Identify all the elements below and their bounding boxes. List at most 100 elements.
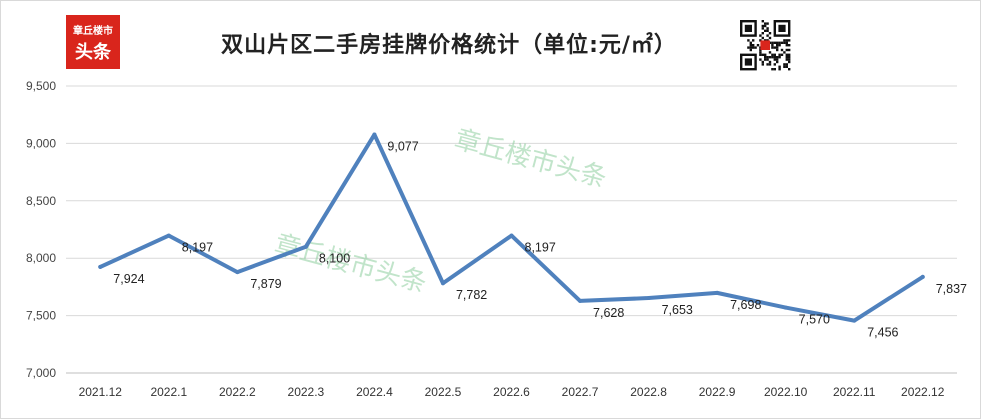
logo-line1: 章丘楼市 [73, 24, 113, 37]
qr-module [761, 32, 764, 35]
qr-module [788, 60, 791, 64]
qr-module [776, 41, 779, 44]
qr-module [780, 48, 784, 52]
qr-finder-core [778, 24, 786, 32]
qr-module [768, 63, 772, 66]
qr-module [776, 58, 779, 61]
qr-module [761, 53, 764, 56]
qr-module [773, 68, 776, 71]
qr-module [785, 53, 788, 56]
x-tick-label: 2022.9 [699, 385, 736, 399]
qr-module [785, 44, 788, 47]
logo-background [66, 15, 120, 69]
qr-module [785, 48, 788, 52]
qr-module [785, 41, 788, 44]
qr-module [783, 63, 786, 66]
qr-module [785, 63, 788, 66]
qr-module [780, 53, 784, 56]
data-label: 8,197 [525, 241, 556, 255]
qr-module [773, 63, 776, 66]
data-label: 7,698 [730, 298, 761, 312]
x-tick-label: 2022.5 [425, 385, 462, 399]
qr-module [776, 56, 779, 59]
y-tick-label: 9,000 [26, 136, 56, 150]
qr-module [768, 36, 772, 40]
data-point [372, 132, 377, 137]
y-tick-label: 7,500 [26, 309, 56, 323]
qr-module [764, 24, 767, 28]
qr-module [766, 63, 769, 66]
qr-module [788, 58, 791, 61]
qr-module [773, 41, 776, 44]
data-label: 8,100 [319, 252, 350, 266]
qr-module [747, 46, 750, 49]
qr-module [773, 58, 776, 61]
chart-title: 双山片区二手房挂牌价格统计（单位:元/㎡） [221, 32, 677, 58]
qr-module [768, 60, 772, 64]
qr-module [771, 46, 774, 49]
data-label: 7,924 [113, 272, 144, 286]
x-tick-label: 2022.12 [901, 385, 945, 399]
x-tick-label: 2022.11 [833, 385, 876, 399]
data-point [715, 290, 720, 295]
x-tick-label: 2022.4 [356, 385, 393, 399]
qr-module [766, 29, 769, 32]
qr-module [783, 51, 786, 54]
data-label: 7,653 [662, 303, 693, 317]
qr-module [761, 63, 764, 66]
qr-module [766, 56, 769, 59]
data-label: 9,077 [387, 140, 418, 154]
qr-module [776, 46, 779, 49]
qr-module [778, 56, 781, 59]
data-label: 8,197 [182, 241, 213, 255]
data-point [303, 244, 308, 249]
qr-module [773, 53, 776, 56]
data-point [98, 264, 103, 269]
qr-center-logo [760, 40, 770, 50]
qr-module [785, 58, 788, 61]
qr-module [768, 32, 772, 35]
y-tick-label: 7,000 [26, 366, 56, 380]
x-tick-label: 2022.7 [562, 385, 599, 399]
qr-module [788, 68, 791, 71]
qr-module [759, 58, 762, 61]
x-tick-label: 2022.3 [288, 385, 325, 399]
qr-module [785, 39, 788, 42]
y-tick-label: 8,000 [26, 251, 56, 265]
qr-module [788, 56, 791, 59]
qr-module [749, 41, 752, 44]
qr-module [764, 58, 767, 61]
qr-module [764, 53, 767, 56]
data-point [509, 233, 514, 238]
qr-module [759, 34, 762, 37]
qr-module [778, 44, 781, 47]
qr-module [749, 44, 752, 47]
qr-module [776, 44, 779, 47]
x-axis-ticks: 2021.12 2022.1 2022.2 2022.3 2022.4 2022.5 202… [79, 385, 945, 399]
data-label: 7,782 [456, 288, 487, 302]
y-tick-label: 8,500 [26, 194, 56, 208]
data-point [578, 298, 583, 303]
qr-module [764, 29, 767, 32]
qr-module [778, 65, 781, 68]
qr-module [749, 46, 752, 49]
qr-module [761, 24, 764, 28]
data-point [852, 318, 857, 323]
x-tick-label: 2022.1 [150, 385, 187, 399]
qr-module [785, 65, 788, 68]
qr-code-icon [738, 18, 793, 73]
data-point [920, 274, 925, 279]
qr-module [761, 60, 764, 64]
qr-module [778, 53, 781, 56]
y-axis-grid: 7,000 7,500 8,000 8,500 9,000 9,500 [26, 79, 957, 380]
qr-module [761, 27, 764, 30]
qr-module [766, 58, 769, 61]
x-tick-label: 2022.2 [219, 385, 256, 399]
data-point [646, 296, 651, 301]
qr-finder-core [744, 24, 752, 32]
qr-module [780, 41, 784, 44]
qr-module [761, 36, 764, 40]
qr-module [788, 53, 791, 56]
